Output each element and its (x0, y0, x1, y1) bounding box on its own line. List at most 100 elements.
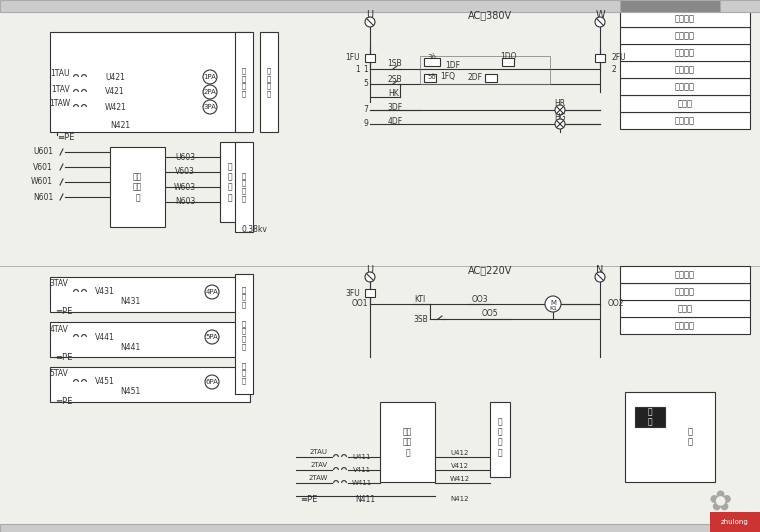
Bar (420, 56, 550, 84)
Text: 4PA: 4PA (206, 289, 218, 295)
Text: 1PA: 1PA (204, 74, 217, 80)
Text: 分闸回路: 分闸回路 (675, 65, 695, 74)
Text: N411: N411 (355, 495, 375, 503)
Text: N601: N601 (33, 193, 53, 202)
Bar (620, 112, 750, 129)
Text: N421: N421 (110, 121, 130, 129)
Text: 2: 2 (612, 65, 617, 74)
Text: W412: W412 (450, 476, 470, 482)
Text: 合闸回路: 合闸回路 (675, 82, 695, 91)
Text: N603: N603 (175, 197, 195, 206)
Text: KTI: KTI (414, 295, 426, 303)
Text: HG: HG (554, 113, 565, 122)
Text: 6PA: 6PA (205, 379, 218, 385)
Text: 0.38kv: 0.38kv (242, 226, 268, 235)
Circle shape (203, 100, 217, 114)
Circle shape (365, 17, 375, 27)
Circle shape (595, 272, 605, 282)
Bar (620, 266, 750, 283)
Text: 3PA: 3PA (204, 104, 217, 110)
Text: U603: U603 (175, 153, 195, 162)
Text: 5ò: 5ò (428, 74, 436, 80)
Text: 2TAW: 2TAW (309, 475, 328, 481)
Bar (502, 58, 514, 66)
Text: AC～380V: AC～380V (468, 10, 512, 20)
Text: W603: W603 (174, 182, 196, 192)
Text: 3DF: 3DF (388, 103, 403, 112)
Bar (424, 58, 440, 66)
Bar (235, 142, 253, 232)
Bar (620, 10, 750, 27)
Bar (235, 32, 253, 132)
Text: W421: W421 (105, 103, 127, 112)
Text: V441: V441 (95, 332, 115, 342)
Text: 2TAU: 2TAU (310, 449, 328, 455)
Text: W601: W601 (31, 178, 53, 187)
Text: 温控回路: 温控回路 (675, 270, 695, 279)
Text: 电
能
表
箱: 电 能 表 箱 (242, 67, 246, 97)
Text: ≡PE: ≡PE (300, 495, 318, 503)
Bar (620, 78, 750, 95)
Text: 1FU: 1FU (345, 54, 360, 62)
Text: 1DF: 1DF (445, 62, 460, 71)
Text: 电
口: 电 口 (648, 408, 652, 427)
Text: ≡PE: ≡PE (55, 397, 72, 406)
Circle shape (555, 119, 565, 129)
Circle shape (205, 375, 219, 389)
Text: 熔断器: 熔断器 (677, 304, 692, 313)
Text: U412: U412 (451, 450, 469, 456)
Text: U: U (366, 10, 374, 20)
Bar (490, 402, 510, 477)
Text: 分闸指示: 分闸指示 (675, 14, 695, 23)
Text: 1FQ: 1FQ (440, 71, 455, 80)
Text: V603: V603 (175, 168, 195, 177)
Text: 流
量
表
箱: 流 量 表 箱 (267, 67, 271, 97)
Bar (50, 322, 250, 357)
Bar (635, 407, 665, 427)
Bar (50, 32, 250, 132)
Bar (595, 54, 605, 62)
Text: zhulong: zhulong (721, 519, 749, 525)
Circle shape (203, 85, 217, 99)
Bar (424, 74, 436, 82)
Text: V431: V431 (95, 287, 115, 296)
Text: 3SB: 3SB (413, 314, 428, 323)
Text: 计
量: 计 量 (688, 427, 692, 447)
Text: N441: N441 (120, 343, 140, 352)
Text: 2DF: 2DF (467, 72, 483, 81)
Bar (620, 61, 750, 78)
Bar (380, 402, 435, 482)
Circle shape (555, 105, 565, 115)
Text: 联台
接线
盒: 联台 接线 盒 (133, 172, 142, 202)
Circle shape (595, 17, 605, 27)
Text: 1DQ: 1DQ (500, 53, 516, 62)
Text: V421: V421 (105, 87, 125, 96)
Text: 9: 9 (363, 120, 368, 129)
Text: W: W (595, 10, 605, 20)
Bar (50, 277, 250, 312)
Text: N412: N412 (451, 496, 469, 502)
Text: V412: V412 (451, 463, 469, 469)
Text: 3TAV: 3TAV (49, 279, 68, 288)
Text: V411: V411 (353, 467, 371, 473)
Text: 7: 7 (363, 105, 368, 114)
Text: 控制电源: 控制电源 (675, 321, 695, 330)
Text: 耦台
接线
盒: 耦台 接线 盒 (403, 427, 412, 457)
Bar (620, 300, 750, 317)
Bar (0, 524, 760, 532)
Text: 1TAV: 1TAV (51, 85, 70, 94)
Bar (620, 44, 750, 61)
Text: ≡PE: ≡PE (57, 132, 74, 142)
Text: 1SB: 1SB (388, 60, 402, 69)
Text: 2SB: 2SB (388, 76, 402, 85)
Text: U: U (366, 265, 374, 275)
Text: N431: N431 (120, 297, 140, 306)
Bar (620, 283, 750, 300)
Text: 2TAV: 2TAV (311, 462, 328, 468)
Text: V601: V601 (33, 162, 53, 171)
Bar (365, 54, 375, 62)
Bar (235, 274, 253, 394)
Text: 2FU: 2FU (612, 54, 627, 62)
Text: U421: U421 (105, 72, 125, 81)
Text: 熔断器: 熔断器 (677, 99, 692, 108)
